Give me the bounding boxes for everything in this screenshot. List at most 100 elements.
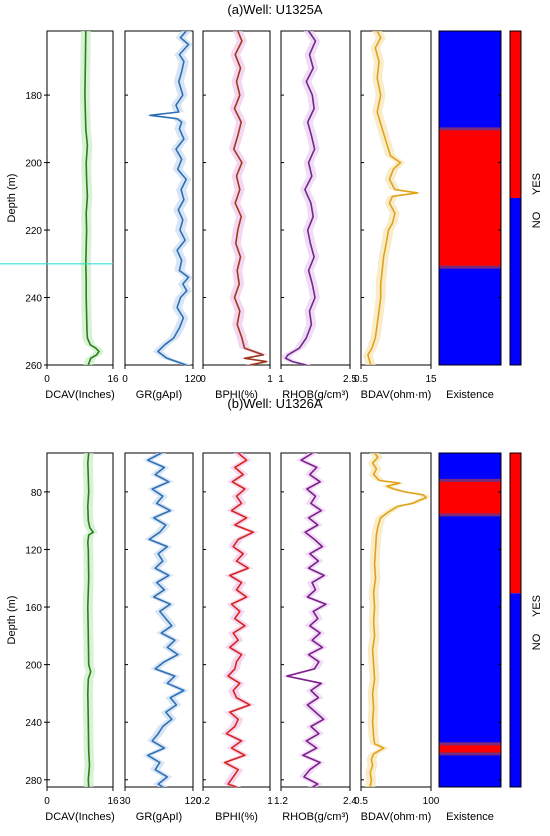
- existence-column: Existence: [438, 30, 502, 401]
- x-tick-label: 1.2: [274, 796, 288, 807]
- track-RHOB(g/cm³): 1 2.5 RHOB(g/cm³): [278, 30, 357, 401]
- track-label: BPHI(%): [215, 811, 258, 823]
- track-curve: [369, 452, 428, 788]
- existence-edge: [439, 478, 501, 482]
- track-frame: [46, 30, 114, 366]
- track-label: BDAV(ohm·m): [361, 389, 432, 401]
- depth-tick-label: 240: [25, 718, 42, 729]
- track-label: RHOB(g/cm³): [282, 811, 349, 823]
- track-band: [365, 453, 431, 787]
- track-band: [281, 453, 331, 787]
- track-DCAV(Inches): 0 16 DCAV(Inches): [44, 30, 119, 401]
- x-tick-label: 1: [278, 374, 284, 385]
- track-curve: [87, 452, 94, 788]
- existence-edge: [439, 752, 501, 756]
- x-tick-label: 0: [44, 796, 50, 807]
- x-tick-label: 0.2: [196, 796, 210, 807]
- indicator-frame: [509, 452, 522, 788]
- indicator-frame: [509, 30, 522, 366]
- depth-tick-label: 240: [25, 294, 42, 305]
- depth-tick-label: 260: [25, 361, 42, 372]
- track-label: GR(gApI): [136, 389, 182, 401]
- x-tick-label: 0: [44, 374, 50, 385]
- x-tick-label: 120: [185, 374, 202, 385]
- depth-tick-label: 80: [31, 488, 43, 499]
- x-tick-label: 0.5: [354, 374, 368, 385]
- track-label: GR(gApI): [136, 811, 182, 823]
- depth-tick-label: 200: [25, 661, 42, 672]
- indicator-no: [510, 198, 521, 365]
- track-frame: [360, 30, 432, 366]
- x-tick-label: 2.5: [343, 374, 357, 385]
- existence-yes-interval: [439, 128, 501, 268]
- existence-yes-interval: [439, 480, 501, 515]
- track-curve: [233, 30, 268, 366]
- panel-title: (b)Well: U1326A: [227, 396, 322, 411]
- x-tick-label: 30: [119, 796, 131, 807]
- depth-tick-label: 160: [25, 603, 42, 614]
- track-DCAV(Inches): 0 16 DCAV(Inches): [44, 452, 119, 823]
- depth-tick-label: 120: [25, 545, 42, 556]
- x-tick-label: 1: [267, 374, 273, 385]
- depth-tick-label: 180: [25, 91, 42, 102]
- track-label: BPHI(%): [215, 389, 258, 401]
- existence-edge: [439, 265, 501, 269]
- track-band: [82, 453, 99, 787]
- indicator-yes: [510, 31, 521, 198]
- existence-frame: [438, 30, 502, 366]
- existence-edge: [439, 742, 501, 746]
- x-tick-label: 1: [267, 796, 273, 807]
- x-tick-label: 0.5: [354, 796, 368, 807]
- track-label: DCAV(Inches): [45, 811, 114, 823]
- track-curve: [149, 30, 190, 366]
- existence-label: Existence: [446, 389, 494, 401]
- track-label: RHOB(g/cm³): [282, 389, 349, 401]
- indicator-yes: [510, 453, 521, 594]
- track-curve: [284, 30, 317, 366]
- track-BPHI(%): 0 1 BPHI(%): [200, 30, 273, 401]
- x-tick-label: 100: [423, 796, 440, 807]
- track-BPHI(%): 0.2 1 BPHI(%): [196, 452, 273, 823]
- x-tick-label: 120: [185, 796, 202, 807]
- depth-axis-label: Depth (m): [6, 596, 18, 645]
- depth-axis-label: Depth (m): [6, 174, 18, 223]
- indicator-label-no: NO: [531, 633, 543, 650]
- panel-u1326a: (b)Well: U1326A Depth (m) 0 16 DCAV(Inches) 3…: [6, 396, 543, 823]
- existence-edge: [439, 127, 501, 131]
- indicator-no: [510, 593, 521, 787]
- indicator-label-yes: YES: [531, 173, 543, 195]
- track-BDAV(ohm·m): 0.5 100 BDAV(ohm·m): [354, 452, 440, 823]
- track-label: BDAV(ohm·m): [361, 811, 432, 823]
- indicator-label-no: NO: [531, 211, 543, 228]
- track-curve: [367, 30, 419, 366]
- existence-yes-interval: [439, 743, 501, 754]
- x-tick-label: 15: [425, 374, 437, 385]
- x-tick-label: 16: [107, 796, 119, 807]
- track-curve: [224, 452, 255, 788]
- x-tick-label: 16: [107, 374, 119, 385]
- existence-frame: [438, 452, 502, 788]
- existence-indicator: NO YES: [509, 452, 543, 788]
- x-tick-label: 0: [122, 374, 128, 385]
- existence-indicator: NO YES: [509, 30, 543, 366]
- existence-edge: [439, 513, 501, 517]
- x-tick-label: 0: [200, 374, 206, 385]
- panel-title: (a)Well: U1325A: [227, 2, 322, 17]
- track-RHOB(g/cm³): 1.2 2.4 RHOB(g/cm³): [274, 452, 357, 823]
- depth-tick-label: 200: [25, 159, 42, 170]
- x-tick-label: 2.4: [343, 796, 357, 807]
- existence-column: Existence: [438, 452, 502, 823]
- existence-label: Existence: [446, 811, 494, 823]
- track-label: DCAV(Inches): [45, 389, 114, 401]
- track-frame: [46, 452, 114, 788]
- depth-tick-label: 280: [25, 776, 42, 787]
- track-curve: [146, 452, 185, 788]
- track-frame: [280, 30, 351, 366]
- depth-tick-label: 220: [25, 226, 42, 237]
- track-curve: [285, 452, 327, 788]
